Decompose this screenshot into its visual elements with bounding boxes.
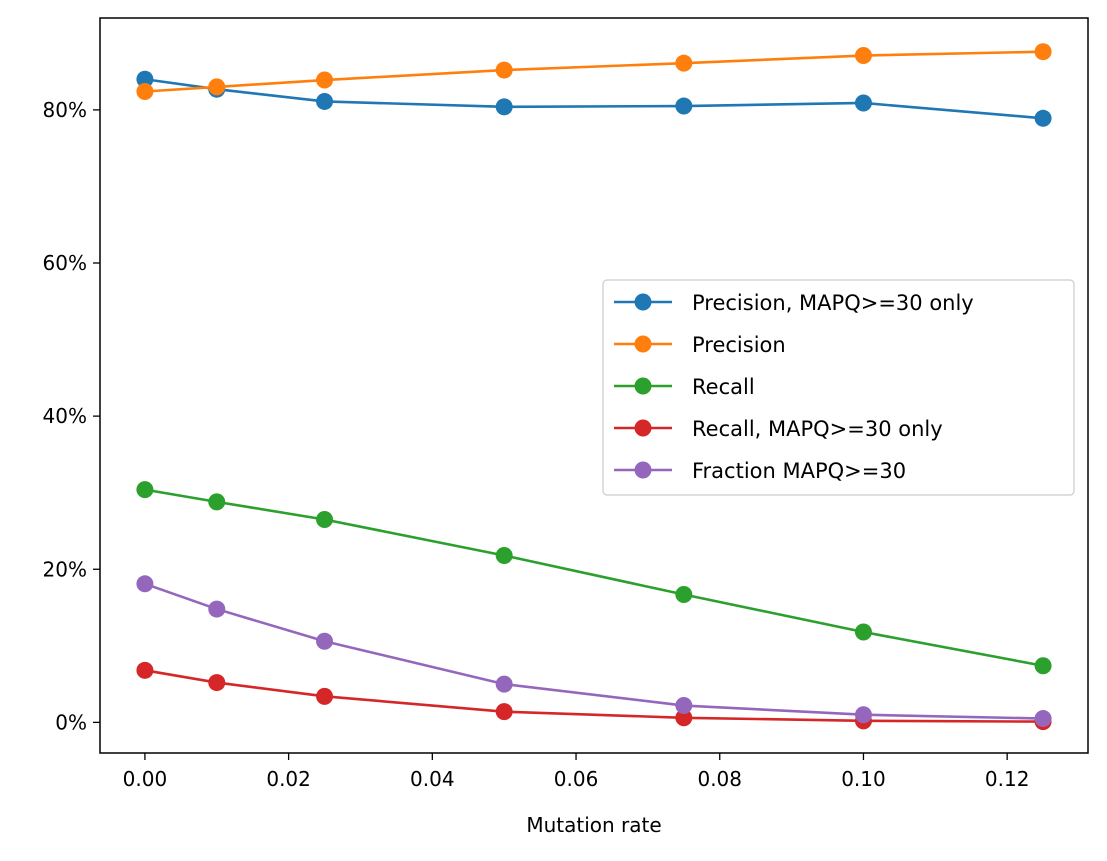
data-point — [1034, 657, 1052, 675]
legend-entry: Precision, MAPQ>=30 only — [614, 291, 974, 315]
legend-marker — [634, 335, 652, 353]
legend-entry: Recall — [614, 375, 755, 399]
y-tick-label: 20% — [43, 557, 87, 581]
y-axis-ticks: 0% 20% 40% 60% 80% — [43, 98, 100, 734]
data-point — [854, 47, 872, 65]
data-point — [316, 510, 334, 528]
data-point — [495, 703, 513, 721]
data-point — [1034, 43, 1052, 61]
y-tick-label: 80% — [43, 98, 87, 122]
data-point — [136, 70, 154, 88]
legend-label: Precision — [692, 333, 786, 357]
data-point — [208, 674, 226, 692]
data-point — [675, 97, 693, 115]
series-4 — [136, 575, 1052, 728]
data-point — [495, 98, 513, 116]
data-point — [675, 54, 693, 72]
series-1 — [136, 43, 1052, 100]
plot-frame — [99, 17, 1089, 754]
legend-box — [602, 279, 1075, 496]
series-layer — [136, 43, 1052, 731]
data-point — [675, 709, 693, 727]
data-point — [316, 71, 334, 89]
data-point — [495, 61, 513, 79]
data-point — [1034, 710, 1052, 728]
x-tick-label: 0.10 — [841, 767, 886, 791]
data-point — [136, 481, 154, 499]
x-tick-label: 0.08 — [697, 767, 742, 791]
data-point — [136, 83, 154, 100]
data-point — [675, 586, 693, 604]
data-point — [854, 706, 872, 724]
legend-label: Fraction MAPQ>=30 — [692, 459, 906, 483]
y-tick-label: 60% — [43, 251, 87, 275]
data-point — [495, 675, 513, 693]
series-2 — [136, 481, 1052, 675]
data-point — [316, 632, 334, 650]
data-point — [136, 575, 154, 593]
y-tick-label: 40% — [43, 404, 87, 428]
y-tick-label: 0% — [55, 710, 87, 734]
data-point — [316, 92, 334, 110]
legend-label: Recall — [692, 375, 755, 399]
x-axis-ticks: 0.00 0.02 0.04 0.06 0.08 0.10 0.12 — [123, 753, 1030, 791]
x-tick-label: 0.00 — [123, 767, 168, 791]
legend-marker — [634, 377, 652, 395]
data-point — [495, 546, 513, 564]
legend-label: Recall, MAPQ>=30 only — [692, 417, 943, 441]
data-point — [1034, 109, 1052, 127]
x-tick-label: 0.12 — [985, 767, 1030, 791]
legend-label: Precision, MAPQ>=30 only — [692, 291, 974, 315]
data-point — [854, 623, 872, 641]
x-tick-label: 0.06 — [554, 767, 599, 791]
x-tick-label: 0.04 — [410, 767, 455, 791]
x-tick-label: 0.02 — [266, 767, 311, 791]
legend-entry: Recall, MAPQ>=30 only — [614, 417, 943, 441]
legend-marker — [634, 293, 652, 311]
data-point — [208, 600, 226, 618]
legend-marker — [634, 419, 652, 437]
data-point — [854, 94, 872, 112]
data-point — [136, 661, 154, 679]
data-point — [316, 687, 334, 705]
legend-entry: Fraction MAPQ>=30 — [614, 459, 906, 483]
legend-entry: Precision — [614, 333, 786, 357]
legend: Precision, MAPQ>=30 only Precision Recall R… — [602, 279, 1075, 496]
data-point — [208, 78, 226, 96]
legend-entries: Precision, MAPQ>=30 only Precision Recall R… — [614, 291, 974, 483]
legend-marker — [634, 461, 652, 479]
data-point — [675, 697, 693, 715]
x-axis-label: Mutation rate — [526, 813, 661, 837]
data-point — [208, 493, 226, 511]
